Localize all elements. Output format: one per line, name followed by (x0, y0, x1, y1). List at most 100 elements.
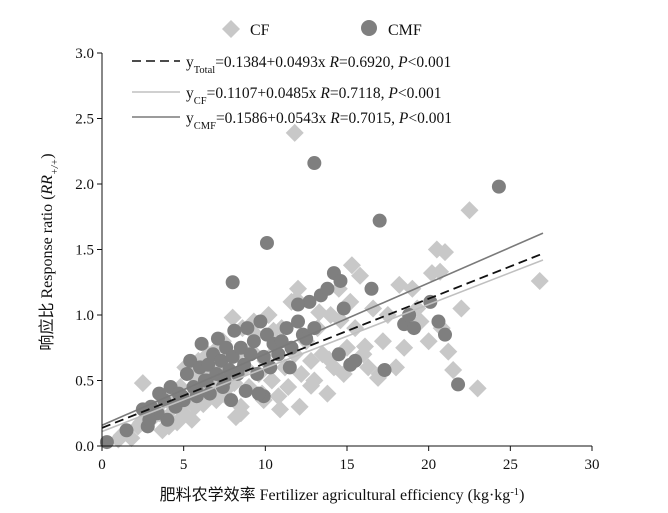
cf-point (182, 410, 201, 429)
cmf-point (238, 383, 253, 398)
x-tick-label: 0 (98, 457, 106, 473)
cf-point (387, 358, 405, 377)
cf-point (444, 361, 463, 380)
x-tick-label: 25 (503, 457, 518, 473)
cmf-point (253, 314, 268, 329)
cmf-point (320, 281, 335, 296)
cf-point (271, 400, 290, 419)
cf-point (419, 332, 438, 351)
equation-cf: yCF=0.1107+0.0485x R=0.7118, P<0.001 (186, 85, 442, 107)
cf-point (279, 378, 298, 397)
cmf-point (333, 273, 348, 288)
cf-point (318, 384, 337, 403)
cmf-point (246, 334, 261, 349)
cf-point (226, 408, 245, 427)
legend-cmf-label: CMF (388, 22, 422, 39)
cmf-point (240, 321, 255, 336)
x-tick-label: 5 (180, 457, 188, 473)
x-ticks: 0 5 10 15 20 25 30 (98, 446, 600, 473)
cf-point (133, 374, 152, 393)
cmf-point (119, 423, 134, 438)
fit-line-cf (101, 259, 544, 433)
y-tick-label: 3.0 (75, 46, 94, 62)
legend: CF CMF yTotal=0.1384+0.0493x R=0.6920, P… (132, 20, 452, 132)
x-axis-title: 肥料农学效率 Fertilizer agricultural efficienc… (160, 486, 525, 504)
cmf-point (348, 353, 363, 368)
cf-point (302, 376, 321, 395)
cf-point (342, 256, 361, 275)
cf-point (395, 338, 414, 357)
data-points (99, 123, 549, 450)
legend-cf-label: CF (250, 22, 270, 39)
cmf-point (438, 327, 452, 342)
cmf-point (179, 366, 194, 381)
cmf-point (307, 156, 322, 171)
y-axis-title: 响应比 Response ratio (RR+/+) (37, 153, 61, 350)
cf-point (290, 397, 309, 416)
cf-point (452, 299, 471, 318)
x-tick-label: 15 (340, 457, 355, 473)
cf-point (468, 379, 487, 398)
cf-point (223, 308, 242, 327)
cmf-point (214, 353, 229, 368)
fit-line-cmf (101, 232, 544, 426)
cmf-point (225, 349, 240, 364)
legend-cmf-circle-icon (361, 20, 377, 36)
cf-point (460, 201, 479, 220)
cmf-point (291, 314, 305, 329)
y-tick-label: 1.5 (75, 243, 94, 259)
cmf-point (271, 347, 286, 362)
fit-line-total (101, 252, 544, 429)
cmf-point (224, 393, 239, 408)
cmf-point (259, 235, 274, 250)
cmf-point (210, 331, 225, 346)
cf-point (285, 123, 304, 142)
cf-point (292, 364, 311, 383)
cmf-point (251, 386, 266, 401)
cmf-point (243, 347, 258, 362)
y-tick-label: 0.5 (75, 374, 94, 390)
cmf-point (336, 301, 351, 316)
cmf-point (431, 314, 446, 329)
cmf-point (142, 412, 157, 427)
axes: 0 5 10 15 20 25 30 0.0 0.5 1.0 1.5 2.0 2.5 3.0 (75, 46, 599, 473)
y-tick-label: 2.5 (75, 112, 94, 128)
y-tick-label: 2.0 (75, 177, 94, 193)
cf-point (331, 311, 350, 330)
cf-point (403, 279, 422, 298)
cmf-point (201, 357, 216, 372)
cmf-point (491, 179, 506, 194)
equation-cmf: yCMF=0.1586+0.0543x R=0.7015, P<0.001 (186, 110, 452, 132)
cmf-point (364, 281, 379, 296)
x-tick-label: 20 (421, 457, 436, 473)
y-tick-label: 0.0 (75, 439, 94, 455)
cmf-point (225, 275, 240, 290)
legend-cf-diamond-icon (222, 20, 240, 38)
cf-point (310, 303, 329, 322)
cf-point (351, 266, 370, 285)
cmf-point (331, 347, 346, 362)
cf-point (378, 306, 397, 324)
cf-point (439, 342, 458, 361)
cf-point (530, 271, 549, 290)
cmf-point (406, 321, 421, 336)
cmf-point (227, 323, 242, 338)
cf-point (436, 243, 454, 262)
equation-total: yTotal=0.1384+0.0493x R=0.6920, P<0.001 (186, 54, 451, 76)
cmf-point (282, 360, 297, 375)
cf-point (269, 387, 288, 406)
cf-point (390, 275, 409, 294)
cmf-point (302, 294, 317, 309)
y-tick-label: 1.0 (75, 308, 94, 324)
y-ticks: 0.0 0.5 1.0 1.5 2.0 2.5 3.0 (75, 46, 102, 455)
fit-lines (101, 232, 544, 433)
cf-point (262, 371, 281, 390)
cmf-point (279, 321, 294, 336)
cf-point (364, 299, 383, 318)
cmf-point (451, 377, 466, 392)
cmf-point (291, 297, 305, 312)
x-tick-label: 30 (585, 457, 600, 473)
cmf-point (377, 363, 392, 378)
